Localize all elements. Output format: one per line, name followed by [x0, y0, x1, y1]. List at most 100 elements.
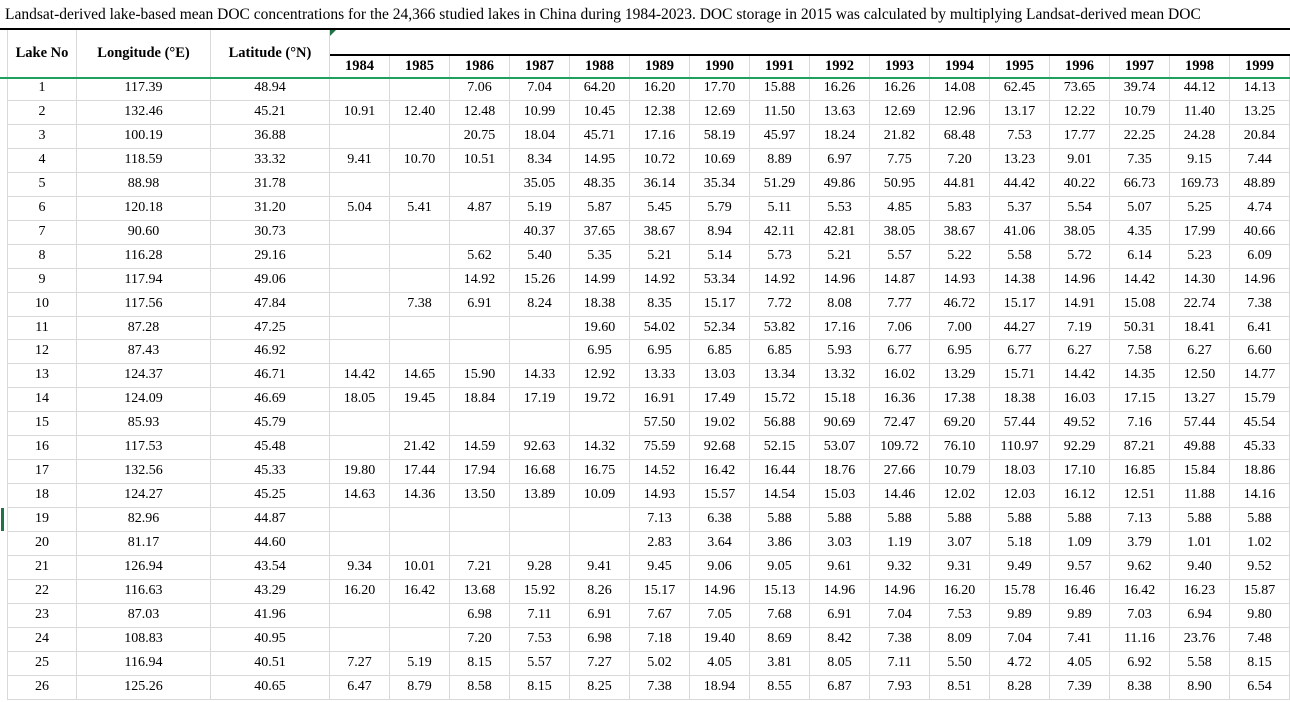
cell-year-1997[interactable]: 39.74: [1110, 77, 1170, 100]
cell-year-1989[interactable]: 7.18: [630, 627, 690, 651]
cell-year-1998[interactable]: 1.01: [1170, 532, 1230, 556]
cell-year-1996[interactable]: 38.05: [1050, 220, 1110, 244]
cell-year-1984[interactable]: 9.34: [330, 556, 390, 580]
cell-year-1987[interactable]: 14.33: [510, 364, 570, 388]
cell-latitude[interactable]: 45.48: [211, 436, 330, 460]
cell-year-1987[interactable]: 35.05: [510, 172, 570, 196]
cell-year-1998[interactable]: 6.94: [1170, 603, 1230, 627]
cell-year-1993[interactable]: 27.66: [870, 460, 930, 484]
cell-year-1988[interactable]: 6.91: [570, 603, 630, 627]
cell-year-1999[interactable]: 9.80: [1230, 603, 1290, 627]
cell-year-1987[interactable]: 10.99: [510, 100, 570, 124]
cell-year-1984[interactable]: [330, 316, 390, 340]
cell-year-1995[interactable]: 5.58: [990, 244, 1050, 268]
cell-year-1997[interactable]: 7.58: [1110, 340, 1170, 364]
cell-longitude[interactable]: 87.28: [77, 316, 211, 340]
cell-year-1997[interactable]: 5.07: [1110, 196, 1170, 220]
cell-year-1989[interactable]: 36.14: [630, 172, 690, 196]
cell-year-1988[interactable]: 64.20: [570, 77, 630, 100]
cell-year-1987[interactable]: 92.63: [510, 436, 570, 460]
cell-year-1984[interactable]: [330, 340, 390, 364]
cell-latitude[interactable]: 45.25: [211, 484, 330, 508]
cell-year-1991[interactable]: 14.54: [750, 484, 810, 508]
cell-longitude[interactable]: 117.53: [77, 436, 211, 460]
cell-year-1997[interactable]: 12.51: [1110, 484, 1170, 508]
cell-year-1995[interactable]: 5.37: [990, 196, 1050, 220]
cell-year-1989[interactable]: 5.21: [630, 244, 690, 268]
cell-year-1984[interactable]: [330, 292, 390, 316]
cell-longitude[interactable]: 132.46: [77, 100, 211, 124]
cell-year-1994[interactable]: 12.02: [930, 484, 990, 508]
cell-year-1989[interactable]: 8.35: [630, 292, 690, 316]
cell-year-1987[interactable]: 17.19: [510, 388, 570, 412]
cell-year-1990[interactable]: 15.17: [690, 292, 750, 316]
cell-year-1987[interactable]: 5.40: [510, 244, 570, 268]
cell-year-1986[interactable]: 17.94: [450, 460, 510, 484]
cell-year-1988[interactable]: 19.60: [570, 316, 630, 340]
cell-year-1999[interactable]: 18.86: [1230, 460, 1290, 484]
cell-year-1997[interactable]: 7.35: [1110, 148, 1170, 172]
cell-year-1997[interactable]: 7.16: [1110, 412, 1170, 436]
cell-year-1998[interactable]: 5.23: [1170, 244, 1230, 268]
cell-year-1991[interactable]: 45.97: [750, 124, 810, 148]
cell-lake-no[interactable]: 8: [8, 244, 77, 268]
cell-year-1990[interactable]: 18.94: [690, 675, 750, 699]
cell-year-1991[interactable]: 51.29: [750, 172, 810, 196]
cell-year-1991[interactable]: 56.88: [750, 412, 810, 436]
cell-longitude[interactable]: 124.09: [77, 388, 211, 412]
cell-year-1993[interactable]: 14.46: [870, 484, 930, 508]
cell-year-1990[interactable]: 58.19: [690, 124, 750, 148]
cell-year-1990[interactable]: 8.94: [690, 220, 750, 244]
cell-year-1987[interactable]: 8.34: [510, 148, 570, 172]
cell-year-1992[interactable]: 8.08: [810, 292, 870, 316]
cell-year-1986[interactable]: 5.62: [450, 244, 510, 268]
cell-year-1992[interactable]: 49.86: [810, 172, 870, 196]
cell-year-1988[interactable]: 10.45: [570, 100, 630, 124]
cell-latitude[interactable]: 49.06: [211, 268, 330, 292]
cell-year-1993[interactable]: 7.04: [870, 603, 930, 627]
cell-year-1998[interactable]: 14.30: [1170, 268, 1230, 292]
cell-year-1986[interactable]: [450, 316, 510, 340]
cell-year-1984[interactable]: [330, 124, 390, 148]
cell-year-1989[interactable]: 57.50: [630, 412, 690, 436]
cell-year-1985[interactable]: [390, 412, 450, 436]
cell-year-1987[interactable]: [510, 412, 570, 436]
cell-year-1990[interactable]: 6.38: [690, 508, 750, 532]
cell-year-1995[interactable]: 9.49: [990, 556, 1050, 580]
cell-year-1988[interactable]: 16.75: [570, 460, 630, 484]
cell-year-1990[interactable]: 17.49: [690, 388, 750, 412]
cell-year-1989[interactable]: 16.20: [630, 77, 690, 100]
cell-year-1999[interactable]: 15.79: [1230, 388, 1290, 412]
cell-year-1994[interactable]: 7.53: [930, 603, 990, 627]
cell-year-1994[interactable]: 3.07: [930, 532, 990, 556]
cell-longitude[interactable]: 82.96: [77, 508, 211, 532]
cell-year-1995[interactable]: 57.44: [990, 412, 1050, 436]
cell-year-1999[interactable]: 40.66: [1230, 220, 1290, 244]
cell-year-1995[interactable]: 15.17: [990, 292, 1050, 316]
cell-year-1994[interactable]: 5.88: [930, 508, 990, 532]
cell-year-1995[interactable]: 110.97: [990, 436, 1050, 460]
cell-latitude[interactable]: 31.78: [211, 172, 330, 196]
cell-year-1986[interactable]: 13.68: [450, 580, 510, 603]
cell-year-1998[interactable]: 22.74: [1170, 292, 1230, 316]
cell-year-1998[interactable]: 5.58: [1170, 651, 1230, 675]
cell-year-1998[interactable]: 5.25: [1170, 196, 1230, 220]
cell-year-1988[interactable]: 5.87: [570, 196, 630, 220]
cell-year-1985[interactable]: 17.44: [390, 460, 450, 484]
cell-year-1999[interactable]: 4.74: [1230, 196, 1290, 220]
cell-year-1990[interactable]: 10.69: [690, 148, 750, 172]
cell-year-1999[interactable]: 6.60: [1230, 340, 1290, 364]
cell-year-1986[interactable]: 4.87: [450, 196, 510, 220]
cell-year-1994[interactable]: 7.00: [930, 316, 990, 340]
cell-year-1987[interactable]: 13.89: [510, 484, 570, 508]
cell-latitude[interactable]: 44.60: [211, 532, 330, 556]
cell-year-1993[interactable]: 7.06: [870, 316, 930, 340]
cell-year-1990[interactable]: 15.57: [690, 484, 750, 508]
cell-lake-no[interactable]: 14: [8, 388, 77, 412]
cell-latitude[interactable]: 30.73: [211, 220, 330, 244]
cell-year-1998[interactable]: 6.27: [1170, 340, 1230, 364]
cell-year-1999[interactable]: 5.88: [1230, 508, 1290, 532]
cell-year-1996[interactable]: 14.96: [1050, 268, 1110, 292]
cell-year-1999[interactable]: 7.38: [1230, 292, 1290, 316]
cell-year-1987[interactable]: 5.19: [510, 196, 570, 220]
